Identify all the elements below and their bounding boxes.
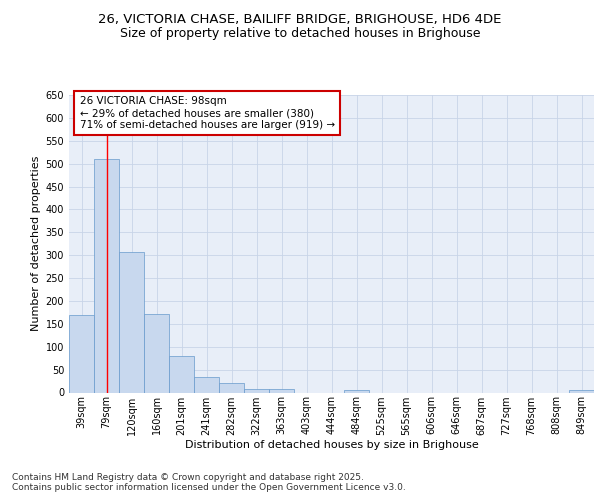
Text: Contains HM Land Registry data © Crown copyright and database right 2025.
Contai: Contains HM Land Registry data © Crown c… bbox=[12, 473, 406, 492]
Bar bbox=[244, 390, 269, 392]
Bar bbox=[119, 252, 144, 392]
Y-axis label: Number of detached properties: Number of detached properties bbox=[31, 156, 41, 332]
Bar bbox=[169, 356, 194, 393]
Text: 26, VICTORIA CHASE, BAILIFF BRIDGE, BRIGHOUSE, HD6 4DE: 26, VICTORIA CHASE, BAILIFF BRIDGE, BRIG… bbox=[98, 12, 502, 26]
Bar bbox=[269, 390, 294, 392]
Bar bbox=[219, 384, 244, 392]
Bar bbox=[569, 390, 594, 392]
Text: Size of property relative to detached houses in Brighouse: Size of property relative to detached ho… bbox=[120, 28, 480, 40]
Bar bbox=[194, 378, 219, 392]
Bar bbox=[94, 159, 119, 392]
Text: 26 VICTORIA CHASE: 98sqm
← 29% of detached houses are smaller (380)
71% of semi-: 26 VICTORIA CHASE: 98sqm ← 29% of detach… bbox=[79, 96, 335, 130]
Bar bbox=[69, 314, 94, 392]
X-axis label: Distribution of detached houses by size in Brighouse: Distribution of detached houses by size … bbox=[185, 440, 478, 450]
Bar bbox=[344, 390, 369, 392]
Bar bbox=[144, 314, 169, 392]
